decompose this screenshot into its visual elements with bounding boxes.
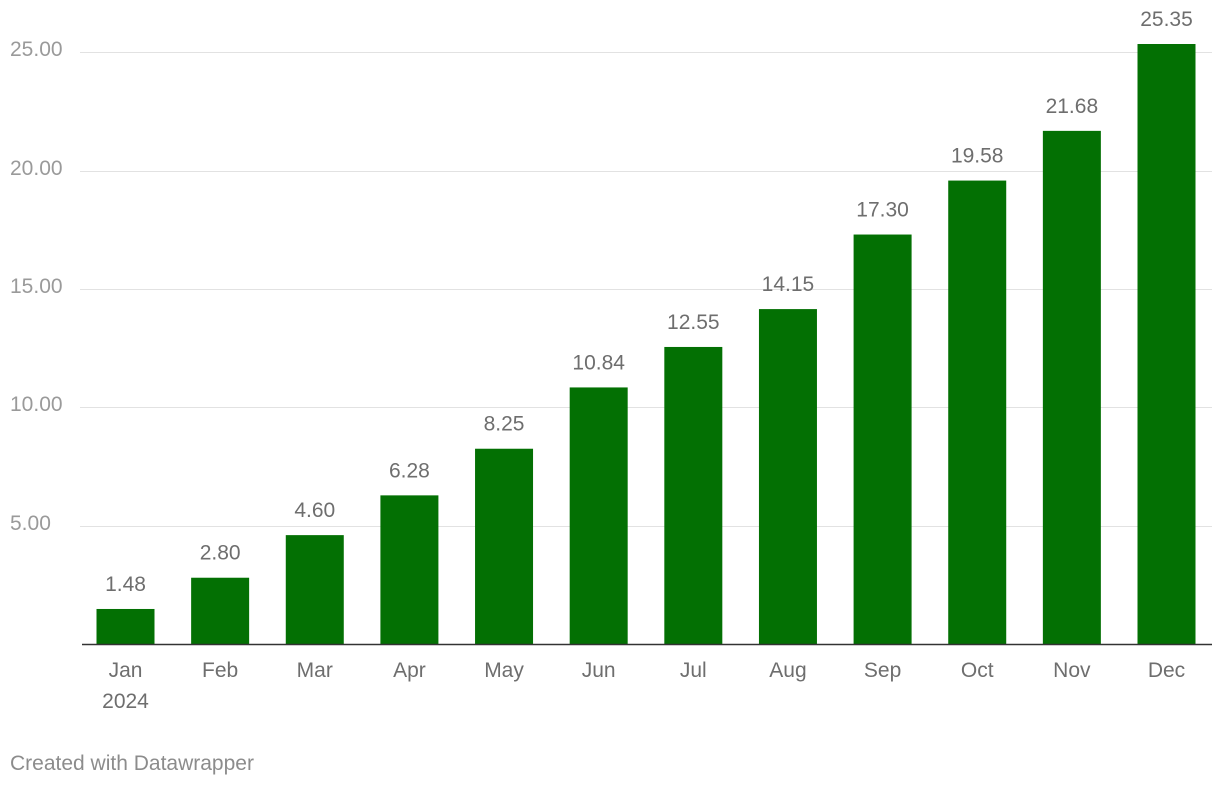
value-label: 8.25 [484, 413, 525, 436]
value-label: 2.80 [200, 542, 241, 565]
value-labels: 1.48 2.80 4.60 6.28 8.25 10.84 12.55 14.15 17.30… [105, 8, 1193, 596]
bars [96, 44, 1196, 645]
bar [285, 535, 344, 644]
y-tick-label: 10.00 [10, 393, 63, 416]
value-label: 10.84 [572, 351, 625, 374]
bar [853, 234, 912, 645]
value-label: 6.28 [389, 459, 430, 482]
value-label: 12.55 [667, 311, 720, 334]
value-label: 21.68 [1046, 95, 1099, 118]
bar [758, 309, 817, 644]
y-tick-label: 20.00 [10, 157, 63, 180]
y-tick-label: 15.00 [10, 275, 63, 298]
x-tick-label: Dec [1148, 659, 1185, 682]
x-tick-label: Nov [1053, 659, 1091, 682]
y-tick-label: 25.00 [10, 38, 63, 61]
x-tick-label: Jul [680, 659, 707, 682]
value-label: 14.15 [762, 273, 815, 296]
bar [569, 387, 628, 644]
gridlines: 5.00 10.00 15.00 20.00 25.00 [10, 38, 1212, 535]
x-tick-label: Jan [109, 659, 143, 682]
bar [475, 448, 534, 644]
x-tick-label: Sep [864, 659, 901, 682]
bar [1042, 130, 1101, 645]
x-tick-label: Jun [582, 659, 616, 682]
value-label: 25.35 [1140, 8, 1193, 31]
value-label: 4.60 [294, 499, 335, 522]
bar [96, 608, 155, 644]
bar [1137, 44, 1196, 644]
x-tick-sublabel: 2024 [102, 690, 149, 713]
x-axis-labels: Jan 2024 Feb Mar Apr May Jun Jul Aug Sep Oct Nov Dec [102, 659, 1185, 713]
x-tick-label: Aug [769, 659, 806, 682]
x-tick-label: Mar [297, 659, 333, 682]
value-label: 1.48 [105, 573, 146, 596]
value-label: 17.30 [856, 199, 909, 222]
x-tick-label: Feb [202, 659, 238, 682]
x-tick-label: May [484, 659, 524, 682]
value-label: 19.58 [951, 145, 1004, 168]
bar [191, 577, 250, 644]
credit-text: Created with Datawrapper [10, 752, 254, 775]
x-tick-label: Apr [393, 659, 426, 682]
bar [664, 346, 723, 644]
bar [948, 180, 1007, 644]
bar [380, 495, 439, 644]
x-tick-label: Oct [961, 659, 994, 682]
y-tick-label: 5.00 [10, 512, 51, 535]
